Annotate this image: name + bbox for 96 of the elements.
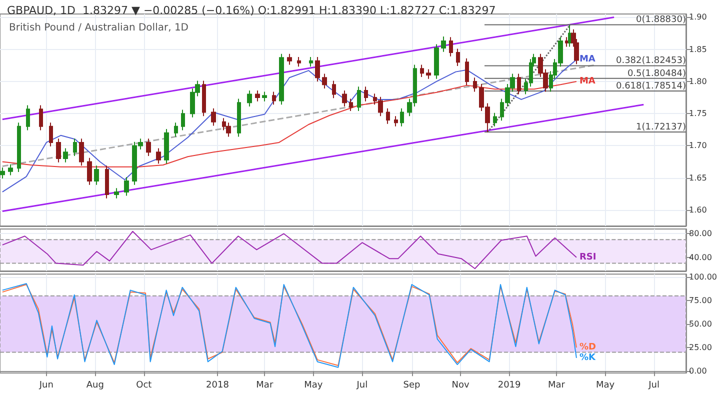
- y-tick-label: 25.00: [689, 343, 712, 352]
- x-tick-label: 2019: [498, 380, 522, 390]
- x-tick-label: 2018: [206, 380, 230, 390]
- candlestick: [181, 109, 185, 131]
- x-tick-label: Oct: [136, 380, 152, 390]
- y-tick-label: 1.75: [689, 109, 707, 118]
- x-tick-label: Sep: [403, 380, 421, 390]
- text: British Pound / Australian Dollar, 1D: [9, 22, 189, 34]
- candlestick: [342, 90, 347, 108]
- candlestick: [309, 56, 313, 68]
- candlestick: [400, 108, 404, 127]
- candlestick: [386, 108, 390, 124]
- candlestick: [174, 122, 178, 138]
- y-tick-label: 50.00: [689, 320, 712, 329]
- candlestick: [287, 53, 292, 66]
- candlestick: [565, 36, 569, 48]
- x-tick-label: Mar: [548, 380, 566, 390]
- y-tick-label: 80.00: [689, 229, 712, 238]
- candlestick: [357, 86, 361, 112]
- candlestick: [39, 104, 43, 131]
- chart-title: GBPAUD, 1D 1.83297 ▼ −0.00285 (−0.16%) O:1.82991 H:1.83390 L:1.82727 C:1.83297: [7, 4, 496, 17]
- series-label: 0.5(1.80484): [627, 68, 686, 79]
- candlestick: [226, 122, 231, 138]
- x-tick-label: May: [596, 380, 616, 390]
- candlestick: [49, 122, 53, 147]
- y-tick-label: 75.00: [689, 296, 712, 306]
- x-tick-label: Jul: [648, 380, 660, 390]
- series-label: %K: [579, 352, 596, 363]
- candlestick: [568, 24, 572, 48]
- x-tick-label: Nov: [452, 380, 470, 390]
- candlestick: [434, 44, 439, 80]
- series-label: RSI: [579, 252, 596, 262]
- candlestick: [332, 80, 336, 99]
- candlestick: [87, 157, 92, 186]
- y-tick-label: 100.00: [689, 272, 717, 282]
- candlestick: [156, 148, 161, 164]
- candlestick: [441, 36, 446, 52]
- candlestick: [465, 58, 469, 86]
- series-label: MA: [579, 54, 596, 65]
- candlestick: [63, 148, 68, 163]
- candlestick: [164, 128, 169, 164]
- line-series: [2, 80, 577, 168]
- series-label: 0(1.88830): [636, 15, 686, 26]
- series-label: 0.382(1.82453): [616, 56, 686, 66]
- candlestick: [56, 138, 61, 163]
- candlestick: [262, 91, 267, 102]
- x-tick-label: Aug: [86, 380, 104, 390]
- x-tick-label: Mar: [256, 380, 274, 390]
- y-tick-label: 1.70: [689, 141, 707, 150]
- candlestick: [322, 73, 327, 90]
- y-tick-label: 1.85: [689, 44, 707, 54]
- x-tick-label: Jun: [38, 380, 54, 390]
- candlestick: [315, 56, 320, 82]
- candlestick: [79, 138, 84, 166]
- candlestick: [449, 36, 453, 57]
- candlestick: [211, 108, 216, 126]
- series-label: 1(1.72137): [636, 122, 686, 132]
- candlestick: [364, 86, 368, 102]
- candlestick: [94, 165, 99, 186]
- line-series: [2, 59, 577, 192]
- candlestick: [426, 68, 431, 80]
- x-tick-label: May: [304, 380, 324, 390]
- candlestick: [456, 48, 460, 67]
- candlestick: [124, 176, 129, 196]
- candlestick: [473, 77, 477, 92]
- y-tick-label: 40.00: [689, 252, 712, 262]
- candlestick: [420, 64, 424, 78]
- candlestick: [297, 56, 301, 68]
- candlestick: [202, 80, 206, 117]
- candlestick: [26, 104, 30, 131]
- candlestick: [517, 73, 521, 95]
- series-label: MA: [579, 76, 596, 86]
- candlestick: [272, 91, 276, 106]
- candlestick: [237, 98, 241, 138]
- candlestick: [0, 167, 5, 179]
- x-tick-label: Jul: [356, 380, 368, 390]
- candlestick: [146, 138, 151, 156]
- candlestick: [255, 90, 260, 102]
- y-tick-label: 1.90: [689, 12, 707, 22]
- candlestick: [17, 122, 21, 173]
- series-label: 0.618(1.78514): [616, 82, 686, 92]
- candlestick: [8, 164, 13, 176]
- candlestick: [493, 112, 497, 127]
- y-tick-label: 0.00: [689, 366, 707, 376]
- series-label: %D: [579, 342, 596, 353]
- y-tick-label: 1.60: [689, 205, 707, 214]
- line-series: [2, 230, 577, 270]
- candlestick: [394, 116, 398, 127]
- y-tick-label: 1.65: [689, 173, 707, 182]
- candlestick: [105, 165, 109, 199]
- candlestick: [247, 90, 252, 108]
- candlestick: [73, 138, 77, 156]
- y-tick-label: 1.80: [689, 76, 707, 86]
- candlestick: [349, 98, 353, 112]
- candlestick: [279, 53, 284, 106]
- candlestick: [114, 188, 119, 199]
